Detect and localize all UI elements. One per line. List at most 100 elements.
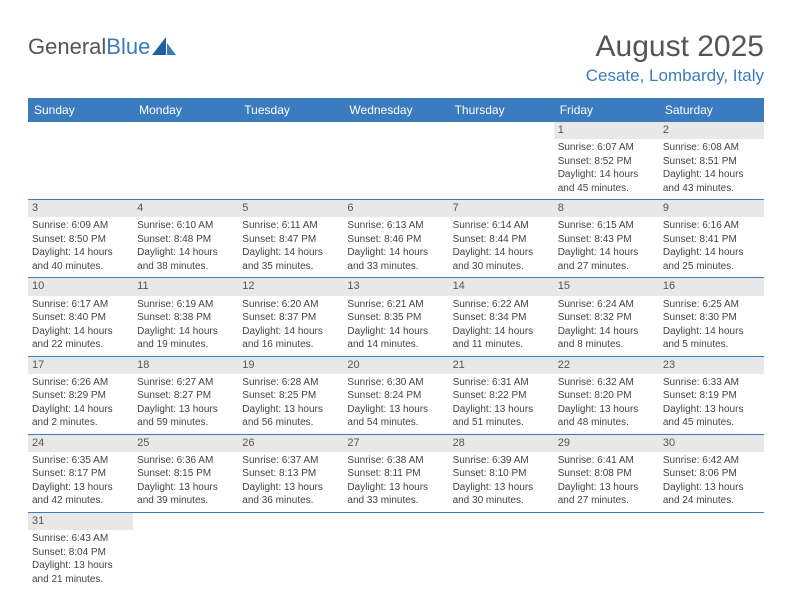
sunset-text: Sunset: 8:37 PM [242, 311, 339, 325]
daylight-line1: Daylight: 14 hours [32, 325, 129, 339]
calendar-cell [28, 122, 133, 200]
sunset-text: Sunset: 8:04 PM [32, 546, 129, 560]
sunset-text: Sunset: 8:50 PM [32, 233, 129, 247]
calendar-cell [554, 512, 659, 590]
sunset-text: Sunset: 8:51 PM [663, 155, 760, 169]
daylight-line2: and 36 minutes. [242, 494, 339, 508]
sunset-text: Sunset: 8:10 PM [453, 467, 550, 481]
sunset-text: Sunset: 8:46 PM [347, 233, 444, 247]
calendar-cell: 15Sunrise: 6:24 AMSunset: 8:32 PMDayligh… [554, 278, 659, 356]
sunrise-text: Sunrise: 6:25 AM [663, 298, 760, 312]
daylight-line1: Daylight: 14 hours [32, 246, 129, 260]
sunset-text: Sunset: 8:48 PM [137, 233, 234, 247]
daylight-line2: and 45 minutes. [663, 416, 760, 430]
day-number: 31 [28, 513, 133, 530]
daylight-line1: Daylight: 14 hours [347, 246, 444, 260]
sunrise-text: Sunrise: 6:24 AM [558, 298, 655, 312]
daylight-line1: Daylight: 14 hours [137, 325, 234, 339]
daylight-line2: and 14 minutes. [347, 338, 444, 352]
day-details: Sunrise: 6:41 AMSunset: 8:08 PMDaylight:… [554, 452, 659, 512]
day-number: 2 [659, 122, 764, 139]
sunrise-text: Sunrise: 6:39 AM [453, 454, 550, 468]
daylight-line1: Daylight: 13 hours [558, 481, 655, 495]
sunrise-text: Sunrise: 6:20 AM [242, 298, 339, 312]
calendar-cell: 21Sunrise: 6:31 AMSunset: 8:22 PMDayligh… [449, 356, 554, 434]
sunrise-text: Sunrise: 6:16 AM [663, 219, 760, 233]
sunrise-text: Sunrise: 6:09 AM [32, 219, 129, 233]
daylight-line2: and 27 minutes. [558, 260, 655, 274]
daylight-line1: Daylight: 14 hours [242, 246, 339, 260]
day-number: 3 [28, 200, 133, 217]
daylight-line1: Daylight: 14 hours [32, 403, 129, 417]
sunrise-text: Sunrise: 6:08 AM [663, 141, 760, 155]
sunset-text: Sunset: 8:27 PM [137, 389, 234, 403]
calendar-cell: 7Sunrise: 6:14 AMSunset: 8:44 PMDaylight… [449, 200, 554, 278]
daylight-line1: Daylight: 13 hours [32, 481, 129, 495]
day-number: 7 [449, 200, 554, 217]
calendar-cell [343, 122, 448, 200]
calendar-cell [133, 512, 238, 590]
sunset-text: Sunset: 8:17 PM [32, 467, 129, 481]
daylight-line2: and 51 minutes. [453, 416, 550, 430]
sunrise-text: Sunrise: 6:10 AM [137, 219, 234, 233]
calendar-cell: 23Sunrise: 6:33 AMSunset: 8:19 PMDayligh… [659, 356, 764, 434]
day-number: 17 [28, 357, 133, 374]
calendar-cell: 4Sunrise: 6:10 AMSunset: 8:48 PMDaylight… [133, 200, 238, 278]
calendar-cell: 29Sunrise: 6:41 AMSunset: 8:08 PMDayligh… [554, 434, 659, 512]
day-details: Sunrise: 6:20 AMSunset: 8:37 PMDaylight:… [238, 296, 343, 356]
day-details: Sunrise: 6:19 AMSunset: 8:38 PMDaylight:… [133, 296, 238, 356]
daylight-line1: Daylight: 14 hours [453, 246, 550, 260]
daylight-line2: and 25 minutes. [663, 260, 760, 274]
day-number: 23 [659, 357, 764, 374]
calendar-cell [238, 122, 343, 200]
daylight-line1: Daylight: 14 hours [558, 168, 655, 182]
sunrise-text: Sunrise: 6:41 AM [558, 454, 655, 468]
day-number: 13 [343, 278, 448, 295]
logo-text-2: Blue [106, 34, 150, 60]
day-details: Sunrise: 6:38 AMSunset: 8:11 PMDaylight:… [343, 452, 448, 512]
sunrise-text: Sunrise: 6:11 AM [242, 219, 339, 233]
daylight-line1: Daylight: 14 hours [347, 325, 444, 339]
day-number: 20 [343, 357, 448, 374]
sunset-text: Sunset: 8:22 PM [453, 389, 550, 403]
day-number: 15 [554, 278, 659, 295]
daylight-line2: and 33 minutes. [347, 494, 444, 508]
day-number: 5 [238, 200, 343, 217]
sunset-text: Sunset: 8:32 PM [558, 311, 655, 325]
calendar-cell: 19Sunrise: 6:28 AMSunset: 8:25 PMDayligh… [238, 356, 343, 434]
day-number: 19 [238, 357, 343, 374]
day-number: 26 [238, 435, 343, 452]
sunrise-text: Sunrise: 6:33 AM [663, 376, 760, 390]
daylight-line1: Daylight: 14 hours [137, 246, 234, 260]
sunrise-text: Sunrise: 6:36 AM [137, 454, 234, 468]
calendar-cell [659, 512, 764, 590]
day-number: 10 [28, 278, 133, 295]
sunrise-text: Sunrise: 6:13 AM [347, 219, 444, 233]
sunset-text: Sunset: 8:41 PM [663, 233, 760, 247]
daylight-line1: Daylight: 13 hours [137, 481, 234, 495]
calendar-week-row: 24Sunrise: 6:35 AMSunset: 8:17 PMDayligh… [28, 434, 764, 512]
daylight-line2: and 27 minutes. [558, 494, 655, 508]
weekday-header: Thursday [449, 98, 554, 122]
sunset-text: Sunset: 8:43 PM [558, 233, 655, 247]
day-details: Sunrise: 6:30 AMSunset: 8:24 PMDaylight:… [343, 374, 448, 434]
day-details: Sunrise: 6:21 AMSunset: 8:35 PMDaylight:… [343, 296, 448, 356]
daylight-line1: Daylight: 13 hours [347, 403, 444, 417]
daylight-line1: Daylight: 14 hours [558, 246, 655, 260]
day-number: 25 [133, 435, 238, 452]
sunset-text: Sunset: 8:35 PM [347, 311, 444, 325]
sunset-text: Sunset: 8:11 PM [347, 467, 444, 481]
daylight-line2: and 39 minutes. [137, 494, 234, 508]
sunset-text: Sunset: 8:13 PM [242, 467, 339, 481]
location-text: Cesate, Lombardy, Italy [586, 66, 764, 86]
daylight-line1: Daylight: 13 hours [137, 403, 234, 417]
day-number: 29 [554, 435, 659, 452]
daylight-line1: Daylight: 13 hours [558, 403, 655, 417]
day-number: 14 [449, 278, 554, 295]
daylight-line2: and 21 minutes. [32, 573, 129, 587]
sunset-text: Sunset: 8:30 PM [663, 311, 760, 325]
day-details: Sunrise: 6:42 AMSunset: 8:06 PMDaylight:… [659, 452, 764, 512]
calendar-cell: 16Sunrise: 6:25 AMSunset: 8:30 PMDayligh… [659, 278, 764, 356]
day-details: Sunrise: 6:43 AMSunset: 8:04 PMDaylight:… [28, 530, 133, 590]
calendar-cell: 2Sunrise: 6:08 AMSunset: 8:51 PMDaylight… [659, 122, 764, 200]
